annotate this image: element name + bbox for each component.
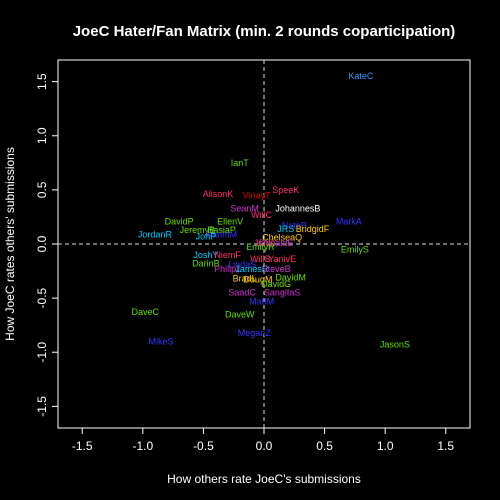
- x-tick-label: -1.0: [132, 439, 153, 453]
- point-label-darinb: DarinB: [192, 258, 220, 268]
- point-label-johannesb: JohannesB: [275, 203, 320, 213]
- point-label-davew: DaveW: [225, 309, 255, 319]
- point-label-jordanr: JordanR: [138, 229, 173, 239]
- x-tick-label: 1.5: [437, 439, 454, 453]
- x-tick-label: 1.0: [377, 439, 394, 453]
- point-label-basiap: BasiaP: [207, 225, 236, 235]
- y-tick-label: 1.0: [35, 127, 49, 144]
- point-label-lindas: LindaS: [228, 260, 256, 270]
- point-label-bradl: BradL: [233, 274, 257, 284]
- point-label-chelseaq: ChelseaQ: [262, 233, 302, 243]
- point-label-jeremyb: JeremyB: [180, 225, 216, 235]
- point-label-yanive: YanivE: [268, 254, 296, 264]
- y-tick-label: -1.0: [35, 342, 49, 363]
- point-label-philipl: PhilipL: [214, 264, 241, 274]
- point-label-steveb: SteveB: [262, 264, 291, 274]
- point-label-niemf: NiemF: [214, 250, 241, 260]
- data-points: KateC IanT SpeeK AlisonK VinayT JohannesB Sean…: [131, 71, 409, 349]
- x-tick-label: 0.5: [316, 439, 333, 453]
- point-label-ellenv: EllenV: [217, 216, 243, 226]
- point-label-sangitas: SangitaS: [264, 288, 301, 298]
- point-label-karimm: KarimM: [206, 229, 237, 239]
- x-tick-label: 0.0: [256, 439, 273, 453]
- y-tick-label: 1.5: [35, 73, 49, 90]
- point-label-speek: SpeeK: [272, 185, 299, 195]
- y-tick-label: -0.5: [35, 287, 49, 308]
- point-label-davec: DaveC: [131, 307, 159, 317]
- point-label-jamesr: JamesR: [235, 264, 269, 274]
- y-tick-label: 0.5: [35, 181, 49, 198]
- x-tick-label: -1.5: [72, 439, 93, 453]
- y-axis-label: How JoeC rates others' submissions: [3, 147, 17, 341]
- point-label-dougm: DougM: [243, 275, 272, 285]
- point-label-donalde: DonaldE: [259, 238, 294, 248]
- point-label-willc: WillC: [251, 210, 272, 220]
- point-label-alisonk: AlisonK: [203, 189, 234, 199]
- point-label-jons: JonS: [254, 238, 275, 248]
- point-label-willb: WillB: [250, 254, 271, 264]
- y-axis: -1.5 -1.0 -0.5 0.0 0.5 1.0 1.5: [35, 73, 58, 417]
- point-label-davidp: DavidP: [165, 216, 194, 226]
- x-tick-label: -0.5: [193, 439, 214, 453]
- point-label-natep: NateP: [282, 221, 307, 231]
- reference-lines: [58, 60, 470, 428]
- point-label-emilys: EmilyS: [341, 244, 369, 254]
- point-label-katec: KateC: [348, 71, 374, 81]
- point-label-meganz: MeganZ: [238, 328, 272, 338]
- point-label-mikes: MikeS: [148, 336, 173, 346]
- point-label-davidg: DavidG: [261, 279, 291, 289]
- point-label-mattm: MattM: [249, 296, 274, 306]
- point-label-seanm: SeanM: [230, 203, 259, 213]
- y-tick-label: 0.0: [35, 235, 49, 252]
- point-label-vinayt: VinayT: [243, 190, 271, 200]
- chart-title: JoeC Hater/Fan Matrix (min. 2 rounds cop…: [73, 23, 456, 40]
- x-axis: -1.5 -1.0 -0.5 0.0 0.5 1.0 1.5: [72, 428, 454, 453]
- point-label-emilyr: EmilyR: [246, 242, 275, 252]
- point-label-iant: IanT: [231, 158, 250, 168]
- point-label-jrs: JRS: [277, 224, 294, 234]
- x-axis-label: How others rate JoeC's submissions: [167, 472, 361, 486]
- point-label-joshy: JoshY: [193, 250, 218, 260]
- y-tick-label: -1.5: [35, 396, 49, 417]
- point-label-marka: MarkA: [336, 216, 362, 226]
- point-label-saadc: SaadC: [228, 288, 256, 298]
- point-label-jasons: JasonS: [380, 340, 410, 350]
- point-label-jonp: JonP: [196, 231, 217, 241]
- point-label-bridgidf: BridgidF: [296, 224, 330, 234]
- point-label-davidm: DavidM: [275, 273, 306, 283]
